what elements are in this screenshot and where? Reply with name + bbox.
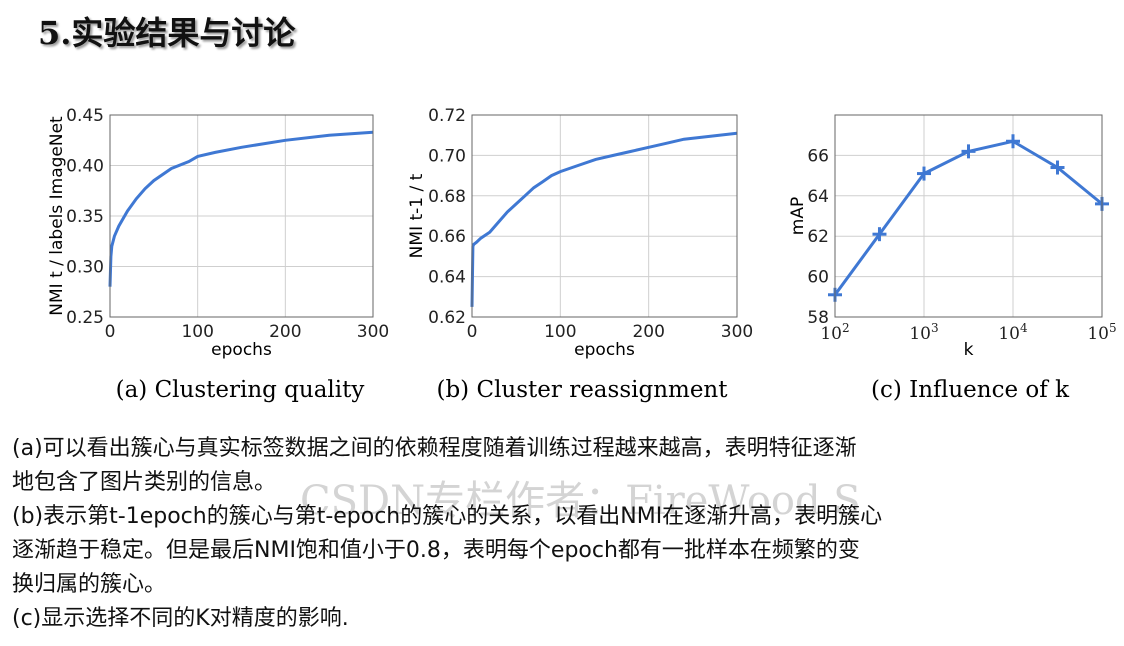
ytick-label: 66 (807, 146, 829, 166)
chart-c-caption: (c) Influence of k (871, 377, 1070, 403)
ytick-label: 60 (807, 268, 829, 288)
discussion-text: (a)可以看出簇心与真实标签数据之间的依赖程度随着训练过程越来越高，表明特征逐渐… (12, 432, 1122, 636)
xtick-label: 0 (105, 322, 116, 342)
xtick-label: 100 (544, 322, 576, 342)
chart-cluster-reassignment: 0 100 200 300 0.62 0.64 0.66 0.68 0.70 0.72 epoc… (407, 106, 753, 403)
paragraph-a-line-1: (a)可以看出簇心与真实标签数据之间的依赖程度随着训练过程越来越高，表明特征逐渐 (12, 436, 857, 461)
ytick-label: 58 (807, 308, 829, 328)
ytick-label: 0.72 (428, 106, 466, 126)
chart-c-series-line (833, 139, 1103, 296)
paragraph-c-line-1: (c)显示选择不同的K对精度的影响. (12, 606, 349, 631)
slide-title: 5.实验结果与讨论 (38, 14, 296, 52)
xtick-label: 300 (721, 322, 753, 342)
xtick-label: 200 (269, 322, 301, 342)
ytick-label: 0.66 (428, 227, 466, 247)
chart-influence-of-k: 102 103 104 105 58 60 62 64 66 k mAP (c) Influe… (788, 114, 1117, 403)
ytick-label: 0.62 (428, 308, 466, 328)
xtick-label: 0 (467, 322, 478, 342)
ytick-label: 64 (807, 187, 829, 207)
xtick-label: 300 (357, 322, 389, 342)
xtick-label: 200 (632, 322, 664, 342)
chart-c-xtick-label: 103 (909, 321, 938, 344)
chart-c-ylabel: mAP (788, 197, 808, 235)
ytick-label: 0.64 (428, 268, 466, 288)
chart-c-xlabel: k (964, 340, 974, 360)
chart-c-xtick-label: 105 (1087, 321, 1116, 344)
chart-c-frame (834, 114, 1103, 318)
paragraph-b-line-2: 逐渐趋于稳定。但是最后NMI饱和值小于0.8，表明每个epoch都有一批样本在频… (12, 538, 860, 563)
chart-a-caption: (a) Clustering quality (116, 377, 365, 403)
chart-b-frame (471, 114, 738, 318)
ytick-label: 0.45 (66, 106, 104, 126)
paragraph-b-line-3: 换归属的簇心。 (12, 572, 167, 597)
figure-panels: 0 100 200 300 0.25 0.30 0.35 0.40 0.45 epochs N… (47, 106, 1117, 403)
chart-b-series-line (470, 131, 738, 307)
chart-c-xtick-label: 102 (820, 321, 849, 344)
ytick-label: 0.40 (66, 157, 104, 177)
chart-a-xlabel: epochs (211, 340, 272, 360)
ytick-label: 0.35 (66, 207, 104, 227)
chart-a-ylabel: NMI t / labels ImageNet (47, 116, 67, 316)
chart-b-xlabel: epochs (574, 340, 635, 360)
ytick-label: 0.70 (428, 146, 466, 166)
xtick-label: 100 (181, 322, 213, 342)
ytick-label: 0.68 (428, 187, 466, 207)
chart-b-caption: (b) Cluster reassignment (436, 377, 728, 403)
ytick-label: 0.25 (66, 308, 104, 328)
ytick-label: 62 (807, 227, 829, 247)
paragraph-b-line-1: (b)表示第t-1epoch的簇心与第t-epoch的簇心的关系，以看出NMI在… (12, 504, 883, 529)
ytick-label: 0.30 (66, 258, 104, 278)
chart-c-xtick-label: 104 (998, 321, 1028, 344)
chart-clustering-quality: 0 100 200 300 0.25 0.30 0.35 0.40 0.45 epochs N… (47, 106, 389, 403)
chart-a-frame (109, 114, 374, 318)
paragraph-a-line-2: 地包含了图片类别的信息。 (12, 470, 277, 495)
chart-a-series-line (108, 130, 374, 287)
chart-b-ylabel: NMI t-1 / t (407, 173, 427, 258)
